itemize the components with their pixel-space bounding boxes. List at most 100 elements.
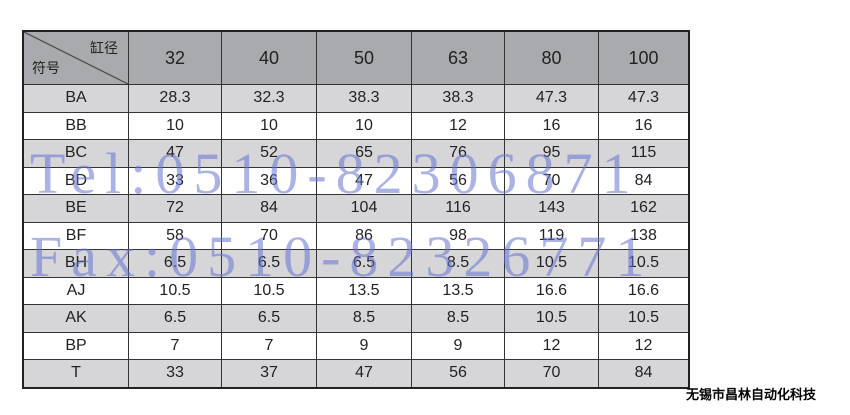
column-header: 80 (504, 30, 599, 85)
dimension-table: 缸径 符号 32 40 50 63 80 100 BA 28.3 32.3 38.3 3… (22, 30, 690, 389)
table-cell: 47 (316, 166, 412, 195)
column-header: 32 (128, 30, 222, 85)
table-cell: 16 (598, 111, 690, 140)
table-cell: 10.5 (504, 249, 599, 278)
table-cell: 13.5 (316, 276, 412, 305)
table-cell: 86 (316, 221, 412, 250)
symbol-label: 符号 (32, 60, 60, 76)
table-cell: 7 (128, 331, 222, 360)
table-cell: 32.3 (221, 84, 317, 113)
table-row: BC 47 52 65 76 95 115 (22, 139, 690, 168)
table-cell: 12 (598, 331, 690, 360)
table-cell: 70 (504, 166, 599, 195)
table-row: T 33 37 47 56 70 84 (22, 359, 690, 388)
row-label: BH (22, 249, 129, 278)
row-label: BF (22, 221, 129, 250)
table-cell: 13.5 (411, 276, 505, 305)
table-cell: 47 (128, 139, 222, 168)
table-row: BB 10 10 10 12 16 16 (22, 111, 690, 140)
table-cell: 16 (504, 111, 599, 140)
table-cell: 33 (128, 166, 222, 195)
table-cell: 52 (221, 139, 317, 168)
table-row: BE 72 84 104 116 143 162 (22, 194, 690, 223)
table-cell: 47.3 (504, 84, 599, 113)
row-label: AJ (22, 276, 129, 305)
table-cell: 6.5 (128, 249, 222, 278)
table-cell: 7 (221, 331, 317, 360)
row-label: BD (22, 166, 129, 195)
table-cell: 37 (221, 359, 317, 388)
table-cell: 143 (504, 194, 599, 223)
table-cell: 16.6 (598, 276, 690, 305)
table-cell: 70 (221, 221, 317, 250)
table-cell: 10 (128, 111, 222, 140)
table-cell: 6.5 (221, 304, 317, 333)
table-cell: 95 (504, 139, 599, 168)
row-label: BB (22, 111, 129, 140)
table-cell: 12 (504, 331, 599, 360)
table-cell: 16.6 (504, 276, 599, 305)
table-cell: 104 (316, 194, 412, 223)
table-cell: 162 (598, 194, 690, 223)
row-label: BA (22, 84, 129, 113)
table-cell: 8.5 (316, 304, 412, 333)
table-cell: 119 (504, 221, 599, 250)
table-cell: 115 (598, 139, 690, 168)
row-label: BC (22, 139, 129, 168)
table-cell: 98 (411, 221, 505, 250)
table-cell: 8.5 (411, 249, 505, 278)
row-label: BP (22, 331, 129, 360)
table-cell: 9 (411, 331, 505, 360)
table-cell: 138 (598, 221, 690, 250)
table-row: BP 7 7 9 9 12 12 (22, 331, 690, 360)
column-header: 50 (316, 30, 412, 85)
table-cell: 116 (411, 194, 505, 223)
column-header: 40 (221, 30, 317, 85)
table-cell: 72 (128, 194, 222, 223)
table-cell: 65 (316, 139, 412, 168)
table-cell: 76 (411, 139, 505, 168)
table-cell: 28.3 (128, 84, 222, 113)
bore-label: 缸径 (90, 40, 118, 56)
table-cell: 36 (221, 166, 317, 195)
table-row: BF 58 70 86 98 119 138 (22, 221, 690, 250)
table-cell: 10.5 (598, 249, 690, 278)
table-cell: 38.3 (316, 84, 412, 113)
table-cell: 47 (316, 359, 412, 388)
table-cell: 10 (316, 111, 412, 140)
table-row: BD 33 36 47 56 70 84 (22, 166, 690, 195)
header-row: 缸径 符号 32 40 50 63 80 100 (22, 30, 690, 85)
table-cell: 10.5 (598, 304, 690, 333)
table-cell: 6.5 (221, 249, 317, 278)
table-cell: 58 (128, 221, 222, 250)
table-cell: 84 (221, 194, 317, 223)
table-row: BH 6.5 6.5 6.5 8.5 10.5 10.5 (22, 249, 690, 278)
table-cell: 10 (221, 111, 317, 140)
row-label: AK (22, 304, 129, 333)
table-cell: 6.5 (316, 249, 412, 278)
column-header: 63 (411, 30, 505, 85)
corner-header-cell: 缸径 符号 (22, 30, 129, 85)
table-cell: 33 (128, 359, 222, 388)
table-cell: 8.5 (411, 304, 505, 333)
table-row: BA 28.3 32.3 38.3 38.3 47.3 47.3 (22, 84, 690, 113)
table-cell: 10.5 (504, 304, 599, 333)
table-cell: 56 (411, 166, 505, 195)
table-cell: 38.3 (411, 84, 505, 113)
table-cell: 84 (598, 166, 690, 195)
table-cell: 10.5 (221, 276, 317, 305)
table-cell: 70 (504, 359, 599, 388)
table-cell: 12 (411, 111, 505, 140)
table-cell: 10.5 (128, 276, 222, 305)
table-cell: 47.3 (598, 84, 690, 113)
table-row: AJ 10.5 10.5 13.5 13.5 16.6 16.6 (22, 276, 690, 305)
table-cell: 84 (598, 359, 690, 388)
row-label: T (22, 359, 129, 388)
column-header: 100 (598, 30, 690, 85)
table-cell: 6.5 (128, 304, 222, 333)
table-row: AK 6.5 6.5 8.5 8.5 10.5 10.5 (22, 304, 690, 333)
company-name: 无锡市昌林自动化科技 (686, 387, 817, 402)
table-cell: 9 (316, 331, 412, 360)
table-cell: 56 (411, 359, 505, 388)
row-label: BE (22, 194, 129, 223)
